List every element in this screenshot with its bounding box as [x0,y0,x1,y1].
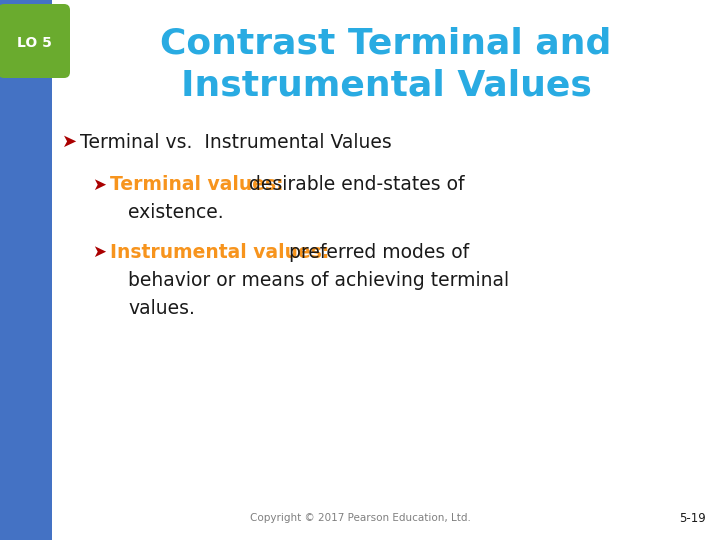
Bar [0,0,52,540]
Text: LO 5: LO 5 [17,36,51,50]
Text: Instrumental Values: Instrumental Values [181,68,591,102]
Text: Terminal values:: Terminal values: [110,176,284,194]
Text: behavior or means of achieving terminal: behavior or means of achieving terminal [128,271,509,289]
Text: 5-19: 5-19 [679,511,706,524]
Text: preferred modes of: preferred modes of [283,242,469,261]
Text: Copyright © 2017 Pearson Education, Ltd.: Copyright © 2017 Pearson Education, Ltd. [250,513,470,523]
Text: ➤: ➤ [92,176,106,194]
Text: values.: values. [128,299,195,318]
Text: ➤: ➤ [62,133,77,151]
Text: ➤: ➤ [92,243,106,261]
FancyBboxPatch shape [0,4,70,78]
Text: Instrumental values:: Instrumental values: [110,242,329,261]
Text: Contrast Terminal and: Contrast Terminal and [161,26,612,60]
Text: existence.: existence. [128,204,224,222]
Text: desirable end-states of: desirable end-states of [243,176,464,194]
Text: Terminal vs.  Instrumental Values: Terminal vs. Instrumental Values [80,132,392,152]
